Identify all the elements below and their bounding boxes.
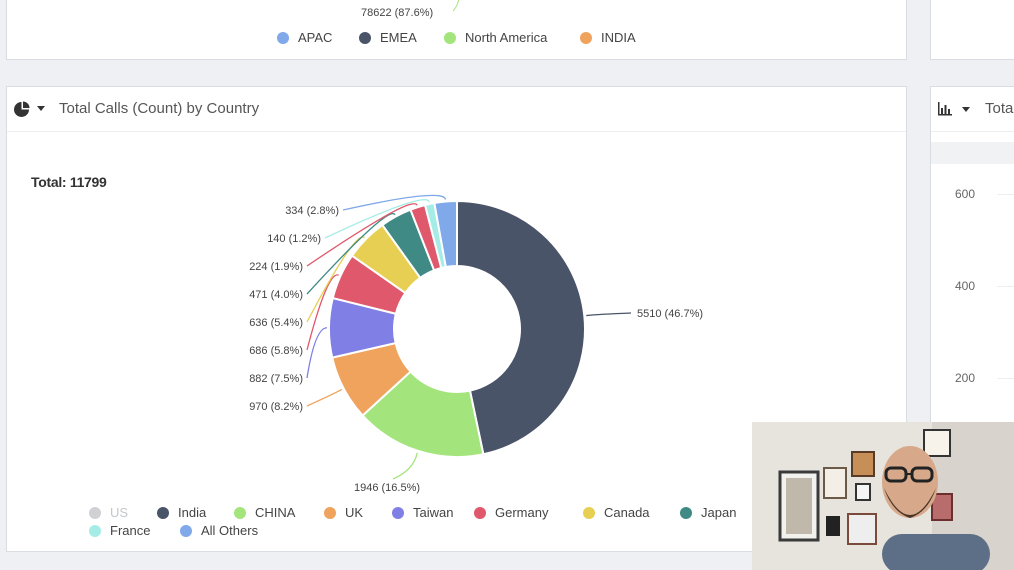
legend-swatch xyxy=(324,506,336,519)
legend-label: UK xyxy=(345,505,364,520)
legend-item[interactable]: All Others xyxy=(180,523,258,538)
slice-leader-line xyxy=(586,312,632,317)
bar-chart-icon[interactable] xyxy=(937,102,953,121)
panel-header: Total Calls (Count) by Country xyxy=(7,87,906,132)
legend-item[interactable]: UK xyxy=(324,505,363,520)
legend-label: Germany xyxy=(495,505,549,520)
top-chart-data-label: 78622 (87.6%) xyxy=(361,7,434,19)
gridline xyxy=(997,286,1014,287)
top-chart-panel: 78622 (87.6%) APAC EMEA North America INDIA xyxy=(6,0,907,60)
legend-item[interactable]: Germany xyxy=(474,505,548,520)
total-label: Total: 11799 xyxy=(31,174,107,190)
legend-swatch xyxy=(392,506,404,519)
slice-leader-line xyxy=(306,274,339,351)
legend-swatch xyxy=(89,524,101,537)
slice-leader-line xyxy=(306,213,396,295)
legend-item[interactable]: EMEA xyxy=(359,30,417,45)
donut-slice[interactable] xyxy=(456,199,586,456)
slice-data-label: 471 (4.0%) xyxy=(249,289,303,301)
slice-data-label: 636 (5.4%) xyxy=(249,317,303,329)
legend-item[interactable]: Canada xyxy=(583,505,650,520)
slice-leader-line xyxy=(324,199,430,239)
chart-type-dropdown-icon[interactable] xyxy=(37,106,45,111)
top-chart-leader-line xyxy=(452,0,460,12)
slice-leader-line xyxy=(306,388,343,407)
top-right-panel xyxy=(930,0,1014,60)
legend-swatch xyxy=(583,506,595,519)
legend-item[interactable]: Taiwan xyxy=(392,505,453,520)
donut-chart: 5510 (46.7%) 1946 (16.5%) 970 (8.2%) 882 (7… xyxy=(249,194,703,494)
legend-label: Japan xyxy=(701,505,737,520)
slice-data-label: 140 (1.2%) xyxy=(267,233,321,245)
gridline xyxy=(997,378,1014,379)
right-panel-header: Tota xyxy=(931,87,1014,132)
chart-type-dropdown-icon[interactable] xyxy=(962,107,970,112)
legend-label: India xyxy=(178,505,207,520)
legend-label: INDIA xyxy=(601,30,636,45)
legend-item[interactable]: France xyxy=(89,523,150,538)
y-tick-label: 200 xyxy=(955,371,976,385)
y-tick-label: 600 xyxy=(955,187,976,201)
legend-swatch xyxy=(444,31,456,44)
legend-item[interactable]: US xyxy=(89,505,128,520)
legend-item[interactable]: India xyxy=(157,505,206,520)
right-panel-title: Tota xyxy=(985,100,1014,117)
legend-swatch xyxy=(234,506,246,519)
legend-swatch xyxy=(474,506,486,519)
slice-data-label: 1946 (16.5%) xyxy=(354,482,420,494)
slice-data-label: 882 (7.5%) xyxy=(249,373,303,385)
legend-label: APAC xyxy=(298,30,333,45)
slice-data-label: 334 (2.8%) xyxy=(285,205,339,217)
slice-leader-line xyxy=(306,203,418,267)
legend-swatch xyxy=(277,31,289,44)
legend-swatch xyxy=(580,31,592,44)
legend-label: France xyxy=(110,523,151,538)
slice-leader-line xyxy=(342,194,447,211)
legend-item[interactable]: INDIA xyxy=(580,30,636,45)
legend-swatch xyxy=(359,31,371,44)
legend-swatch xyxy=(157,506,169,519)
legend-swatch xyxy=(89,506,101,519)
donut-slice[interactable] xyxy=(433,199,458,269)
gridline xyxy=(997,194,1014,195)
slice-data-label: 970 (8.2%) xyxy=(249,401,303,413)
slice-data-label: 5510 (46.7%) xyxy=(637,308,703,320)
legend-label: Canada xyxy=(604,505,650,520)
panel-title: Total Calls (Count) by Country xyxy=(59,100,260,117)
pie-chart-icon[interactable] xyxy=(13,101,30,123)
legend-label: North America xyxy=(465,30,548,45)
legend-label: US xyxy=(110,505,129,520)
right-panel-band xyxy=(931,142,1014,164)
y-tick-label: 400 xyxy=(955,279,976,293)
legend-label: EMEA xyxy=(380,30,417,45)
slice-data-label: 224 (1.9%) xyxy=(249,261,303,273)
legend-item[interactable]: APAC xyxy=(277,30,332,45)
legend-swatch xyxy=(680,506,692,519)
legend-label: All Others xyxy=(201,523,259,538)
slice-leader-line xyxy=(306,327,328,379)
legend-label: CHINA xyxy=(255,505,296,520)
legend-item[interactable]: Japan xyxy=(680,505,736,520)
legend-item[interactable]: North America xyxy=(444,30,547,45)
legend-swatch xyxy=(180,524,192,537)
legend-item[interactable]: CHINA xyxy=(234,505,295,520)
presenter-webcam-video xyxy=(752,422,1014,570)
donut-slice[interactable] xyxy=(361,370,485,458)
legend-label: Taiwan xyxy=(413,505,454,520)
slice-data-label: 686 (5.8%) xyxy=(249,345,303,357)
slice-leader-line xyxy=(392,452,418,480)
